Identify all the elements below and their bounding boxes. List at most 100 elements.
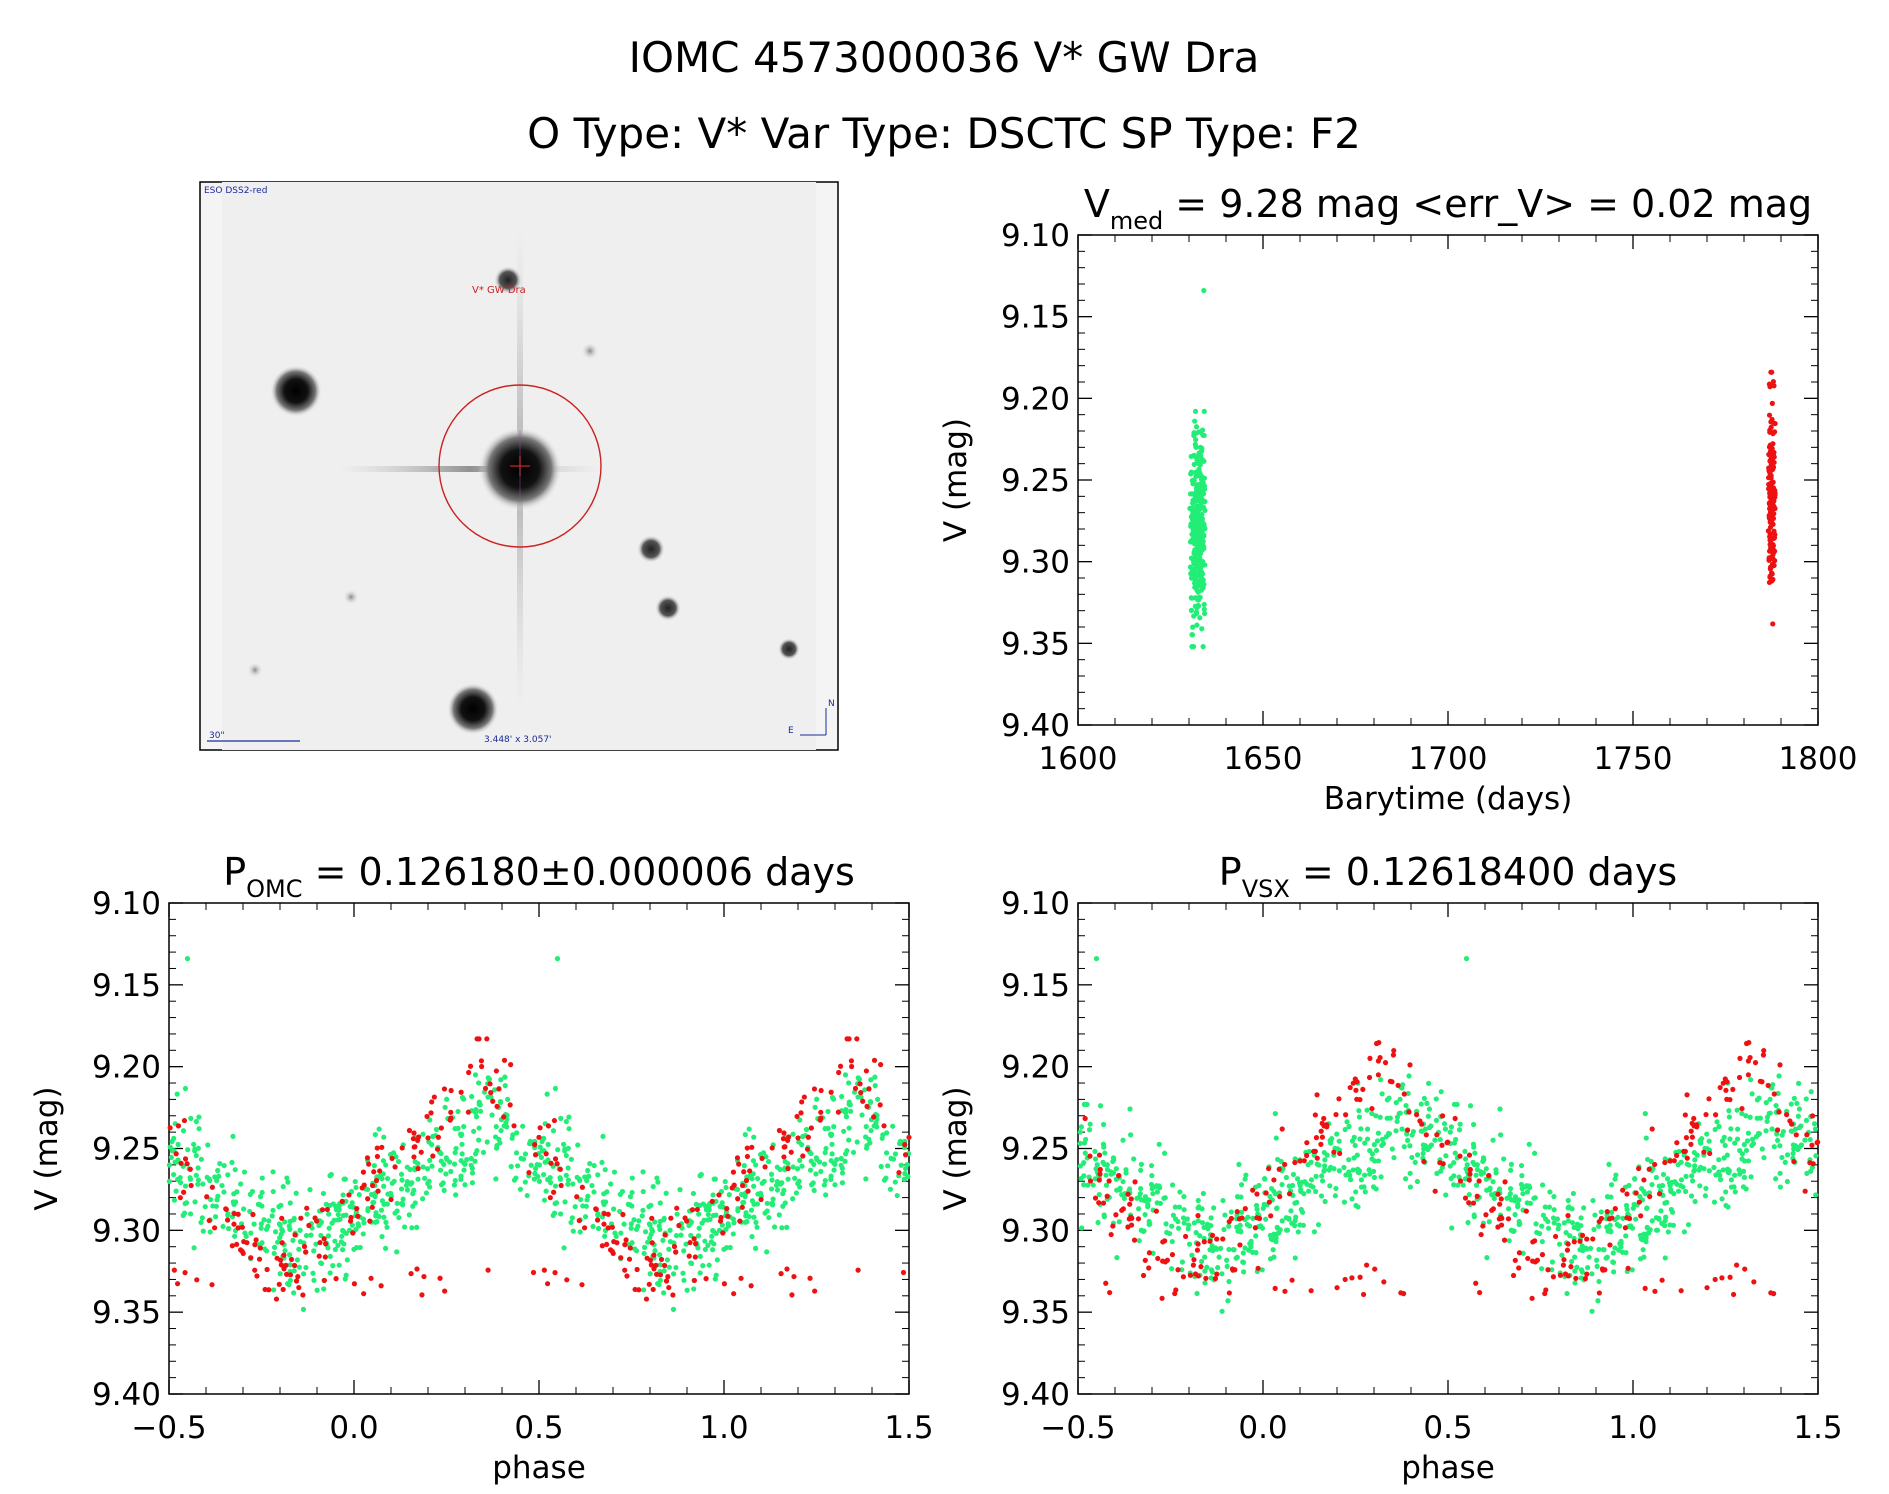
green-point — [202, 1204, 208, 1210]
green-point — [1623, 1233, 1629, 1239]
green-point — [1208, 1215, 1214, 1221]
y-tick-label: 9.25 — [1001, 1132, 1070, 1168]
field-star — [655, 595, 681, 621]
green-point — [300, 1271, 307, 1277]
green-point — [423, 1190, 430, 1196]
green-point — [304, 1211, 310, 1217]
green-point — [1226, 1246, 1232, 1253]
red-point — [860, 1098, 866, 1104]
red-point — [1360, 1291, 1367, 1298]
green-point — [550, 1212, 556, 1218]
green-point — [1157, 1200, 1164, 1206]
red-point — [1564, 1247, 1571, 1253]
green-point — [1195, 597, 1201, 603]
red-point — [1382, 1060, 1389, 1066]
red-point — [1767, 506, 1773, 512]
field-star — [778, 638, 800, 660]
green-point — [768, 1186, 775, 1192]
green-point — [1418, 1128, 1424, 1134]
y-tick-label: 9.30 — [92, 1213, 161, 1249]
green-point — [1111, 1157, 1117, 1163]
green-point — [631, 1217, 637, 1223]
green-point — [843, 1114, 850, 1120]
green-point — [1608, 1182, 1615, 1188]
red-point — [1671, 1158, 1677, 1164]
red-point — [1565, 1213, 1571, 1219]
green-point — [608, 1181, 614, 1187]
red-point — [1688, 1141, 1694, 1147]
red-point — [1770, 535, 1777, 541]
red-point — [458, 1089, 464, 1095]
green-point — [1356, 1108, 1362, 1114]
green-point — [707, 1216, 713, 1222]
red-point — [785, 1165, 791, 1172]
green-point — [1620, 1215, 1626, 1221]
green-point — [769, 1177, 775, 1183]
red-point — [1097, 1171, 1103, 1177]
red-point — [1347, 1084, 1353, 1091]
green-point — [1375, 1158, 1382, 1164]
red-point — [1237, 1242, 1243, 1248]
red-point — [188, 1182, 194, 1189]
green-point — [832, 1182, 838, 1188]
green-point — [1334, 1131, 1340, 1137]
red-point — [837, 1063, 844, 1069]
green-point — [1732, 1189, 1738, 1195]
green-point — [640, 1188, 646, 1195]
green-point — [394, 1249, 400, 1255]
red-point — [1097, 1166, 1103, 1173]
red-point — [441, 1086, 448, 1092]
red-point — [1128, 1196, 1134, 1202]
red-point — [1694, 1124, 1700, 1130]
green-point — [1662, 1218, 1668, 1224]
red-point — [1406, 1109, 1412, 1115]
green-point — [785, 1176, 791, 1182]
green-point — [207, 1229, 213, 1235]
green-point — [1447, 1129, 1453, 1135]
green-point — [664, 1257, 670, 1263]
green-point — [871, 1123, 877, 1129]
red-point — [257, 1245, 263, 1251]
red-point — [736, 1161, 742, 1167]
red-point — [1333, 1111, 1339, 1118]
green-point — [1121, 1195, 1127, 1202]
green-point — [749, 1233, 755, 1240]
green-point — [296, 1264, 302, 1270]
green-point — [1185, 1226, 1191, 1232]
green-point — [1685, 1222, 1692, 1228]
red-point — [1770, 621, 1776, 627]
green-point — [311, 1277, 317, 1283]
green-point — [486, 1076, 492, 1082]
red-point — [1226, 1290, 1232, 1296]
green-point — [1370, 1168, 1377, 1174]
data-points — [1187, 287, 1778, 650]
green-point — [1580, 1247, 1586, 1254]
red-point — [1116, 1173, 1122, 1179]
red-point — [1391, 1047, 1397, 1054]
green-point — [173, 1188, 179, 1194]
red-point — [1276, 1166, 1282, 1172]
red-point — [1220, 1236, 1226, 1242]
red-point — [291, 1262, 298, 1269]
green-point — [723, 1226, 729, 1232]
green-point — [534, 1162, 540, 1168]
green-point — [1403, 1102, 1409, 1109]
green-point — [1200, 480, 1206, 486]
green-point — [1371, 1142, 1377, 1148]
red-point — [1146, 1250, 1152, 1256]
compass: N E — [788, 699, 835, 736]
red-point — [1466, 1200, 1472, 1206]
green-point — [196, 1126, 202, 1132]
red-point — [791, 1273, 797, 1280]
green-point — [287, 1252, 293, 1258]
green-point — [248, 1230, 254, 1236]
chart-panel-1: −0.5 0.0 0.5 1.0 1.59.109.159.209.259.309.35… — [29, 850, 934, 1486]
red-point — [649, 1215, 655, 1221]
green-point — [1242, 1245, 1248, 1251]
red-point — [720, 1230, 726, 1236]
green-point — [696, 1211, 702, 1217]
green-point — [1198, 558, 1204, 564]
red-point — [650, 1286, 656, 1293]
green-point — [175, 1157, 181, 1163]
green-point — [813, 1171, 819, 1177]
